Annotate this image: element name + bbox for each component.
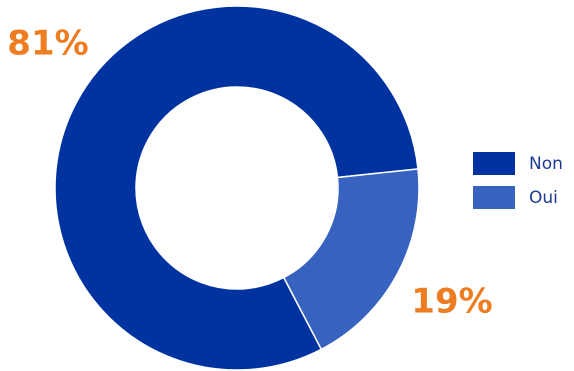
legend-swatch [473,152,515,175]
legend-label: Non [529,154,563,174]
value-label: 81% [7,24,88,64]
donut-slice [282,168,420,351]
donut-slice [54,5,419,371]
legend-swatch [473,186,515,209]
legend-label: Oui [529,188,558,208]
value-label: 19% [411,282,492,322]
